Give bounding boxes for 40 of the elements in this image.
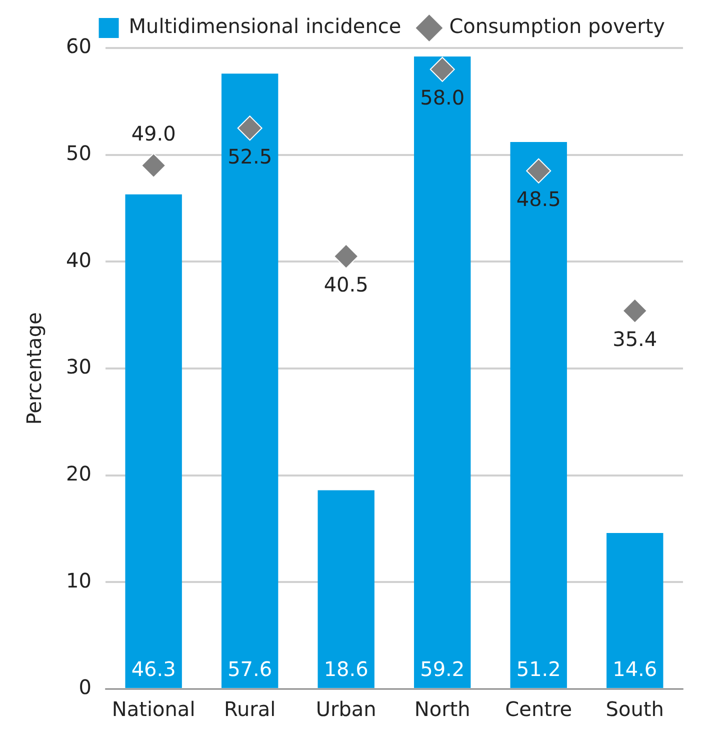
point: [334, 244, 359, 269]
data-label: 35.4: [612, 327, 658, 352]
bar: [125, 194, 182, 688]
bar: [221, 74, 278, 688]
x-tick-label: National: [112, 697, 196, 722]
point: [622, 298, 648, 324]
y-tick-label: 0: [78, 675, 92, 700]
data-label: 40.5: [324, 272, 368, 297]
bar: [510, 142, 567, 688]
data-label: 58.0: [420, 86, 465, 110]
x-tick-label: South: [606, 697, 664, 722]
y-axis-title: Percentage: [22, 312, 46, 425]
bar: [606, 533, 664, 688]
x-tick-label: Urban: [316, 697, 376, 722]
bar: [318, 490, 374, 688]
data-label: 46.3: [131, 657, 176, 682]
legend-label: Consumption poverty: [449, 14, 666, 38]
point: [430, 56, 455, 82]
data-label: 52.5: [228, 144, 272, 168]
x-tick-label: Rural: [224, 697, 276, 722]
y-tick-label: 50: [66, 141, 92, 166]
data-label: 57.6: [228, 657, 272, 682]
data-label: 49.0: [131, 122, 176, 146]
point: [141, 153, 166, 178]
point: [526, 158, 552, 184]
y-tick-label: 30: [66, 354, 92, 379]
data-label: 48.5: [516, 187, 561, 212]
y-tick-label: 10: [66, 568, 92, 592]
data-label: 59.2: [420, 657, 465, 682]
data-label: 51.2: [516, 657, 561, 682]
point: [237, 116, 262, 141]
y-tick-label: 60: [66, 34, 92, 58]
bar: [414, 56, 471, 688]
legend-label: Multidimensional incidence: [128, 14, 402, 38]
y-tick-label: 20: [66, 462, 92, 486]
data-label: 18.6: [324, 657, 368, 682]
x-tick-label: Centre: [505, 697, 572, 722]
x-tick-label: North: [414, 697, 470, 722]
y-tick-label: 40: [66, 248, 92, 272]
data-label: 14.6: [612, 657, 658, 682]
